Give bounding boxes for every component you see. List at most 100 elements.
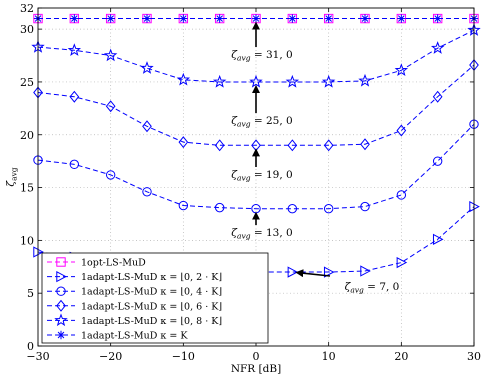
data-point: [360, 201, 370, 212]
legend-box: [41, 252, 269, 344]
series-line: [37, 29, 475, 83]
data-point: [432, 90, 443, 103]
data-point: [105, 100, 116, 113]
legend-marker: [56, 257, 66, 267]
legend-marker: [56, 299, 66, 312]
data-point: [105, 170, 116, 180]
x-tick-label: 10: [322, 350, 336, 363]
legend-label: 1adapt-LS-MuD κ = K: [81, 331, 188, 342]
y-tick-label: 15: [20, 182, 34, 195]
data-point: [360, 138, 370, 151]
y-tick-label: 25: [20, 76, 34, 89]
data-point: [178, 136, 189, 149]
legend-label: 1opt-LS-MuD: [81, 258, 146, 269]
legend-item: 1adapt-LS-MuD κ = ⌊0, 4 · K⌋: [47, 286, 222, 298]
data-point: [288, 14, 297, 23]
annotation-label: ζavg = 13, 0: [231, 227, 292, 241]
data-point: [142, 120, 152, 133]
x-tick-label: −30: [26, 350, 49, 363]
data-point: [432, 233, 444, 245]
legend-marker: [56, 330, 66, 340]
data-point: [323, 203, 334, 214]
data-point: [396, 124, 407, 137]
data-point: [249, 74, 263, 88]
legend-item: 1adapt-LS-MuD κ = ⌊0, 6 · K⌋: [47, 299, 222, 312]
annotation-arrow: [295, 269, 331, 278]
data-point: [324, 14, 333, 23]
data-point: [287, 266, 299, 278]
data-point: [212, 74, 227, 88]
legend-label: 1adapt-LS-MuD κ = ⌊0, 2 · K⌋: [81, 272, 222, 283]
data-point: [323, 266, 335, 278]
y-tick-label: 0: [27, 340, 34, 353]
x-axis-label: NFR [dB]: [231, 363, 281, 375]
series-line: [37, 64, 475, 146]
x-tick-label: 20: [394, 350, 408, 363]
data-point: [396, 190, 407, 200]
data-point: [70, 14, 79, 23]
x-tick-label: 0: [253, 350, 260, 363]
axes-frame: [37, 7, 475, 347]
annotation-4: ζavg = 13, 0: [231, 211, 293, 241]
data-point: [106, 14, 115, 23]
data-point: [360, 265, 371, 277]
y-tick-label: 20: [20, 129, 34, 142]
annotation-label: ζavg = 7, 0: [345, 281, 400, 295]
data-point: [103, 48, 118, 62]
annotation-3: ζavg = 19, 0: [231, 148, 293, 183]
annotation-5: ζavg = 7, 0: [295, 269, 400, 295]
data-point: [142, 187, 152, 197]
data-point: [430, 41, 445, 54]
data-point: [69, 159, 80, 170]
data-point: [251, 14, 261, 23]
data-point: [67, 43, 82, 56]
x-tick-label: 30: [467, 350, 481, 363]
data-point: [358, 73, 372, 87]
annotation-label: ζavg = 31, 0: [231, 49, 292, 63]
legend-item: 1adapt-LS-MuD κ = K: [47, 331, 188, 342]
data-point: [394, 63, 409, 77]
data-point: [396, 256, 408, 269]
data-point: [176, 72, 191, 86]
data-point: [178, 200, 189, 211]
legend-item: 1adapt-LS-MuD κ = ⌊0, 2 · K⌋: [47, 270, 222, 283]
data-point: [360, 14, 370, 23]
annotation-label: ζavg = 25, 0: [231, 115, 292, 129]
legend: 1opt-LS-MuD 1adapt-LS-MuD κ = ⌊0, 2 · K⌋ 1…: [41, 252, 269, 344]
series-4: [33, 59, 479, 152]
data-point: [323, 139, 334, 152]
data-point: [287, 203, 298, 214]
data-point: [140, 61, 154, 74]
data-point: [179, 14, 188, 23]
legend-marker: [54, 313, 68, 327]
y-tick-label: 10: [20, 234, 34, 247]
legend-label: 1adapt-LS-MuD κ = ⌊0, 4 · K⌋: [81, 287, 222, 298]
data-point: [142, 14, 152, 23]
x-tick-label: −10: [172, 350, 195, 363]
data-point: [214, 139, 225, 152]
data-point: [397, 14, 406, 23]
data-point: [321, 74, 336, 88]
y-axis-label: ζavg: [5, 167, 19, 186]
series-line: [37, 123, 475, 210]
data-point: [214, 202, 225, 213]
data-point: [215, 14, 224, 23]
annotation-1: ζavg = 31, 0: [231, 21, 293, 63]
legend-marker: [56, 270, 67, 283]
annotation-2: ζavg = 25, 0: [231, 84, 293, 129]
legend-item: 1opt-LS-MuD: [47, 257, 146, 269]
data-point: [287, 139, 298, 152]
data-point: [69, 90, 80, 103]
data-point: [285, 74, 300, 88]
y-tick-label: 32: [20, 2, 34, 15]
legend-marker: [56, 286, 66, 296]
data-point: [432, 156, 443, 166]
legend-item: 1adapt-LS-MuD κ = ⌊0, 8 · K⌋: [47, 313, 222, 327]
x-tick-label: −20: [99, 350, 122, 363]
legend-label: 1adapt-LS-MuD κ = ⌊0, 6 · K⌋: [81, 301, 222, 312]
legend-label: 1adapt-LS-MuD κ = ⌊0, 8 · K⌋: [81, 316, 222, 327]
y-tick-label: 5: [27, 287, 34, 300]
y-tick-label: 30: [20, 23, 34, 36]
